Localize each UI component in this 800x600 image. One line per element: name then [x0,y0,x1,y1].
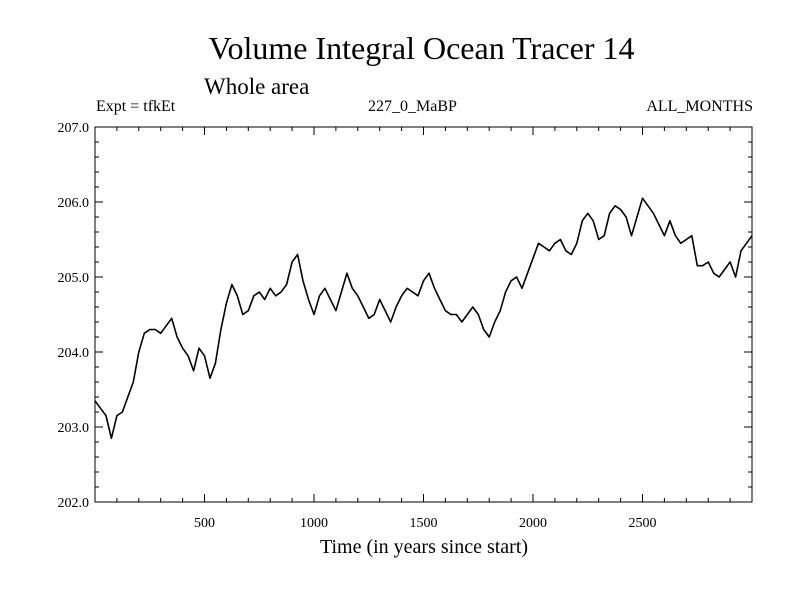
plot-frame [94,126,753,503]
x-tick-label: 1000 [300,516,328,531]
x-axis-label: Time (in years since start) [319,536,529,558]
series-layer [94,197,753,440]
x-tick-label: 2500 [629,516,657,531]
x-tick-label: 2000 [519,516,547,531]
axis-tick-labels: 500 1000 1500 2000 2500 202.0 203.0 204.0 205.0 2… [58,121,657,531]
y-tick-label: 202.0 [58,496,90,511]
months-label: ALL_MONTHS [646,98,753,115]
experiment-label: Expt = tfkEt [96,98,176,115]
series-line [94,197,753,440]
x-tick-label: 1500 [410,516,438,531]
chart-title: Volume Integral Ocean Tracer 14 [208,30,635,66]
y-tick-label: 203.0 [58,421,90,436]
run-id-label: 227_0_MaBP [368,98,457,115]
chart-subtitle: Whole area [204,74,310,99]
x-tick-label: 500 [194,516,215,531]
y-tick-label: 204.0 [58,346,90,361]
y-tick-label: 207.0 [58,121,90,136]
y-tick-label: 206.0 [58,196,90,211]
axis-ticks [95,127,752,502]
y-tick-label: 205.0 [58,271,90,286]
